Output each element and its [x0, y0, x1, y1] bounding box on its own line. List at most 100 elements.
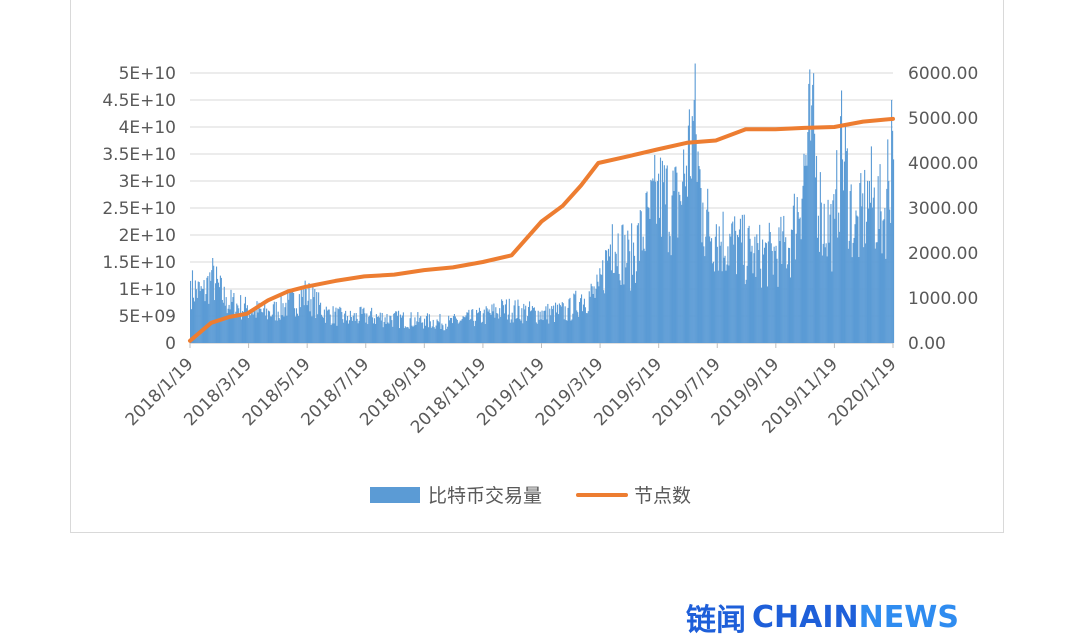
volume-bar — [774, 247, 775, 343]
volume-bar — [362, 309, 363, 343]
volume-bar — [861, 206, 862, 343]
volume-bar — [629, 251, 630, 343]
volume-bar — [249, 312, 250, 343]
volume-bar — [794, 194, 795, 343]
volume-bar — [268, 311, 269, 343]
volume-bar — [389, 316, 390, 343]
volume-bar — [289, 292, 290, 343]
volume-bar — [248, 318, 249, 343]
volume-bar — [229, 305, 230, 343]
volume-bar — [491, 305, 492, 343]
volume-bar — [460, 321, 461, 343]
volume-bar — [318, 292, 319, 343]
volume-bar — [782, 231, 783, 343]
volume-bar — [554, 322, 555, 343]
volume-bar — [281, 315, 282, 343]
volume-bar — [283, 317, 284, 343]
volume-bar — [561, 307, 562, 343]
volume-bar — [445, 324, 446, 343]
volume-bar — [494, 318, 495, 343]
volume-bar — [469, 320, 470, 343]
volume-bar — [265, 316, 266, 343]
volume-bar — [332, 323, 333, 343]
volume-bar — [224, 287, 225, 343]
volume-bar — [560, 305, 561, 343]
volume-bar — [365, 323, 366, 343]
volume-bar — [457, 320, 458, 343]
volume-bar — [504, 313, 505, 343]
volume-bar — [379, 317, 380, 343]
volume-bar — [515, 300, 516, 343]
volume-bar — [313, 297, 314, 343]
volume-bar — [743, 265, 744, 343]
bar-series — [190, 64, 894, 343]
volume-bar — [465, 315, 466, 343]
volume-bar — [345, 311, 346, 343]
volume-bar — [584, 299, 585, 343]
volume-bar — [820, 172, 821, 343]
volume-bar — [387, 322, 388, 343]
volume-bar — [708, 212, 709, 343]
volume-bar — [386, 314, 387, 343]
volume-bar — [518, 306, 519, 343]
volume-bar — [393, 314, 394, 343]
volume-bar — [815, 177, 816, 343]
volume-bar — [853, 243, 854, 343]
volume-bar — [509, 299, 510, 343]
logo-cn-text: 链闻 — [686, 595, 746, 639]
volume-bar — [275, 320, 276, 343]
volume-bar — [816, 156, 817, 343]
volume-bar — [280, 320, 281, 343]
volume-bar — [479, 308, 480, 343]
volume-bar — [338, 309, 339, 343]
volume-bar — [579, 302, 580, 343]
volume-bar — [657, 181, 658, 343]
volume-bar — [333, 323, 334, 343]
volume-bar — [481, 323, 482, 343]
volume-bar — [647, 207, 648, 343]
volume-bar — [648, 208, 649, 343]
volume-bar — [529, 301, 530, 343]
volume-bar — [429, 314, 430, 343]
volume-bar — [808, 84, 809, 343]
volume-bar — [712, 263, 713, 343]
volume-bar — [303, 289, 304, 343]
volume-bar — [891, 100, 892, 343]
volume-bar — [453, 316, 454, 343]
volume-bar — [490, 315, 491, 343]
volume-bar — [404, 328, 405, 343]
volume-bar — [411, 326, 412, 343]
y-left-tick-label: 5E+09 — [119, 307, 176, 327]
volume-bar — [866, 222, 867, 343]
volume-bar — [221, 278, 222, 343]
volume-bar — [432, 326, 433, 343]
volume-bar — [858, 257, 859, 343]
volume-bar — [308, 283, 309, 343]
volume-bar — [568, 308, 569, 343]
volume-bar — [646, 193, 647, 343]
volume-bar — [803, 154, 804, 343]
volume-bar — [676, 173, 677, 343]
volume-bar — [850, 191, 851, 343]
volume-bar — [877, 242, 878, 343]
volume-bar — [792, 230, 793, 343]
volume-bar — [597, 282, 598, 343]
volume-bar — [286, 316, 287, 343]
volume-bar — [392, 327, 393, 343]
volume-bar — [804, 166, 805, 343]
volume-bar — [633, 243, 634, 343]
volume-bar — [749, 226, 750, 343]
volume-bar — [540, 312, 541, 343]
volume-bar — [752, 273, 753, 343]
volume-bar — [779, 241, 780, 343]
volume-bar — [851, 184, 852, 343]
volume-bar — [212, 258, 213, 343]
volume-bar — [426, 316, 427, 343]
volume-bar — [562, 302, 563, 343]
volume-bar — [724, 258, 725, 343]
volume-bar — [210, 281, 211, 343]
volume-bar — [739, 229, 740, 343]
volume-bar — [464, 317, 465, 343]
volume-bar — [486, 306, 487, 343]
volume-bar — [422, 322, 423, 343]
